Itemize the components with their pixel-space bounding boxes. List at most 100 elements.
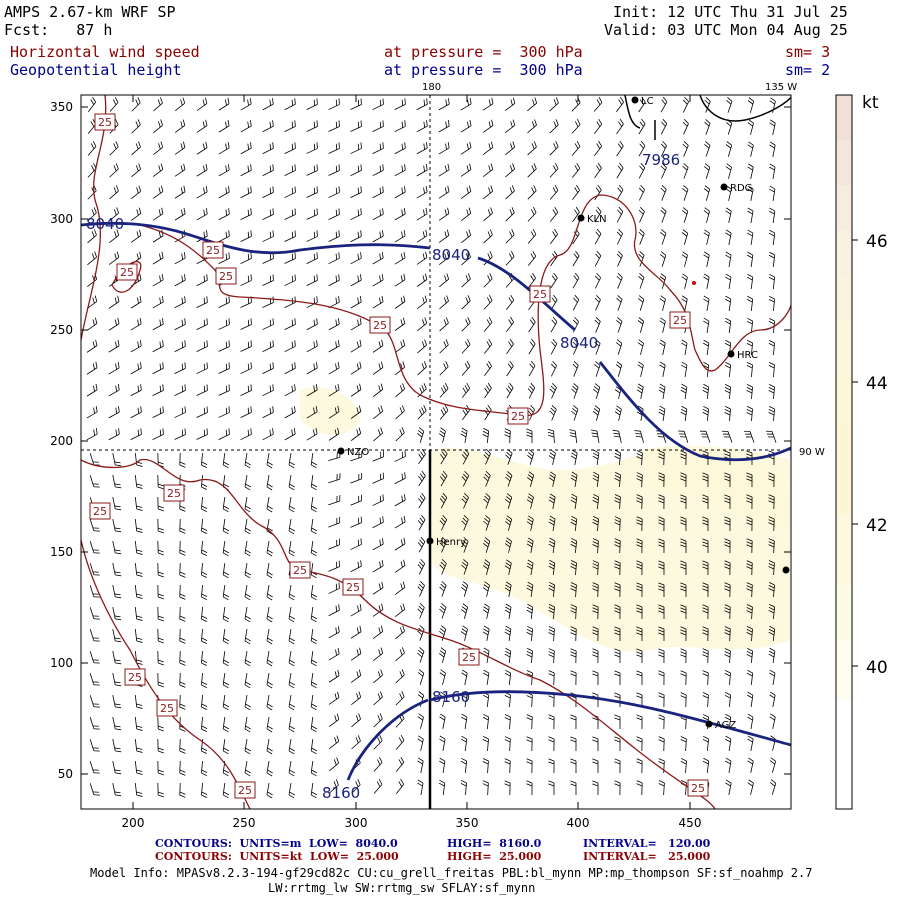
wind-barb <box>328 186 340 198</box>
wind-barb <box>505 251 515 266</box>
wind-barb <box>702 670 709 686</box>
wind-barb <box>417 317 428 332</box>
wind-barb <box>768 207 776 223</box>
wind-barb <box>593 96 603 112</box>
wind-barb <box>417 625 425 641</box>
wind-barb <box>550 272 558 289</box>
wind-barb <box>328 669 340 683</box>
wind-barb <box>438 141 450 155</box>
wind-barb <box>89 475 100 488</box>
wind-barb <box>681 273 688 289</box>
wind-barb <box>310 585 318 601</box>
x-tick-label: 300 <box>345 816 368 830</box>
wind-barb <box>179 606 186 622</box>
wind-barb <box>594 228 602 245</box>
wind-barb <box>222 541 230 557</box>
wind-barb <box>395 735 405 750</box>
wind-barb <box>702 516 709 532</box>
wind-barb <box>350 98 362 110</box>
wind-barb <box>594 361 601 377</box>
wind-barb <box>592 648 599 664</box>
wind-barb <box>660 185 667 201</box>
wind-barb <box>310 739 318 755</box>
wind-barb <box>439 669 446 685</box>
wind-barb <box>288 673 295 689</box>
model-title: AMPS 2.67-km WRF SP <box>4 3 176 21</box>
wind-barb <box>262 142 274 155</box>
wind-barb <box>394 472 406 485</box>
wind-barb <box>439 404 449 420</box>
wind-barb <box>266 695 273 711</box>
wind-barb <box>373 713 383 728</box>
wind-barb <box>328 582 340 594</box>
svg-text:KLN: KLN <box>587 214 607 225</box>
y-tick-label: 50 <box>58 767 73 781</box>
wind-barb <box>594 339 601 355</box>
speed-contour-label: 25 <box>289 561 311 579</box>
wind-barb <box>504 714 511 730</box>
height-label: 8040 <box>560 334 598 352</box>
wind-barb <box>218 141 230 155</box>
wind-barb <box>372 295 384 309</box>
wind-barb <box>747 229 754 245</box>
wind-barb <box>746 626 753 642</box>
wind-barb <box>244 673 251 689</box>
wind-barb <box>616 184 624 201</box>
wind-barb <box>130 428 142 441</box>
wind-barb <box>262 406 274 419</box>
wind-barb <box>682 141 689 157</box>
wind-barb <box>157 540 164 556</box>
wind-barb <box>504 97 516 111</box>
wind-barb <box>724 361 732 378</box>
wind-barb <box>394 273 406 287</box>
wind-barb <box>218 208 230 221</box>
shade-region <box>300 387 360 435</box>
wind-barb <box>108 384 120 397</box>
wind-barb <box>418 492 426 509</box>
wind-barb <box>505 471 513 487</box>
wind-barb <box>681 295 688 311</box>
wind-barb <box>134 650 143 665</box>
wind-barb <box>638 206 645 223</box>
wind-barb <box>394 559 406 573</box>
wind-barb <box>680 560 687 576</box>
model-info-line2: LW:rrtmg_lw SW:rrtmg_sw SFLAY:sf_mynn <box>268 881 536 895</box>
wind-barb <box>157 518 164 534</box>
wind-barb <box>329 779 339 794</box>
wind-barb <box>130 362 142 375</box>
wind-barb <box>218 362 230 374</box>
wind-barb <box>505 207 515 222</box>
wind-barb <box>218 384 230 396</box>
wind-barb <box>201 562 208 578</box>
wind-barb <box>704 141 711 157</box>
wind-barb <box>571 383 579 399</box>
wind-barb <box>747 691 754 707</box>
wind-barb <box>372 581 384 595</box>
wind-barb <box>572 206 580 223</box>
wind-barb <box>438 185 450 199</box>
wind-barb <box>328 538 340 550</box>
wind-barb <box>439 559 447 575</box>
wind-barb <box>680 736 687 752</box>
wind-barb <box>526 537 534 553</box>
wind-barb <box>482 713 490 730</box>
wind-barb <box>218 119 230 133</box>
wind-barb <box>725 229 732 245</box>
wind-barb <box>528 316 536 333</box>
wind-barb <box>201 694 208 710</box>
colorbar-seg <box>836 95 852 140</box>
wind-barb <box>350 472 363 484</box>
wind-barb <box>328 230 340 242</box>
wind-barb <box>328 296 340 309</box>
wind-barb <box>201 650 208 666</box>
wind-barb <box>638 229 645 245</box>
wind-barb <box>768 318 775 334</box>
height-contour-8040 <box>81 221 431 255</box>
wind-barb <box>218 318 230 330</box>
wind-barb <box>262 164 274 177</box>
wind-barb <box>439 757 446 773</box>
wind-barb <box>89 695 100 708</box>
wind-barb <box>262 230 274 242</box>
x-tick-label: 350 <box>456 816 479 830</box>
wind-barb <box>222 563 230 579</box>
